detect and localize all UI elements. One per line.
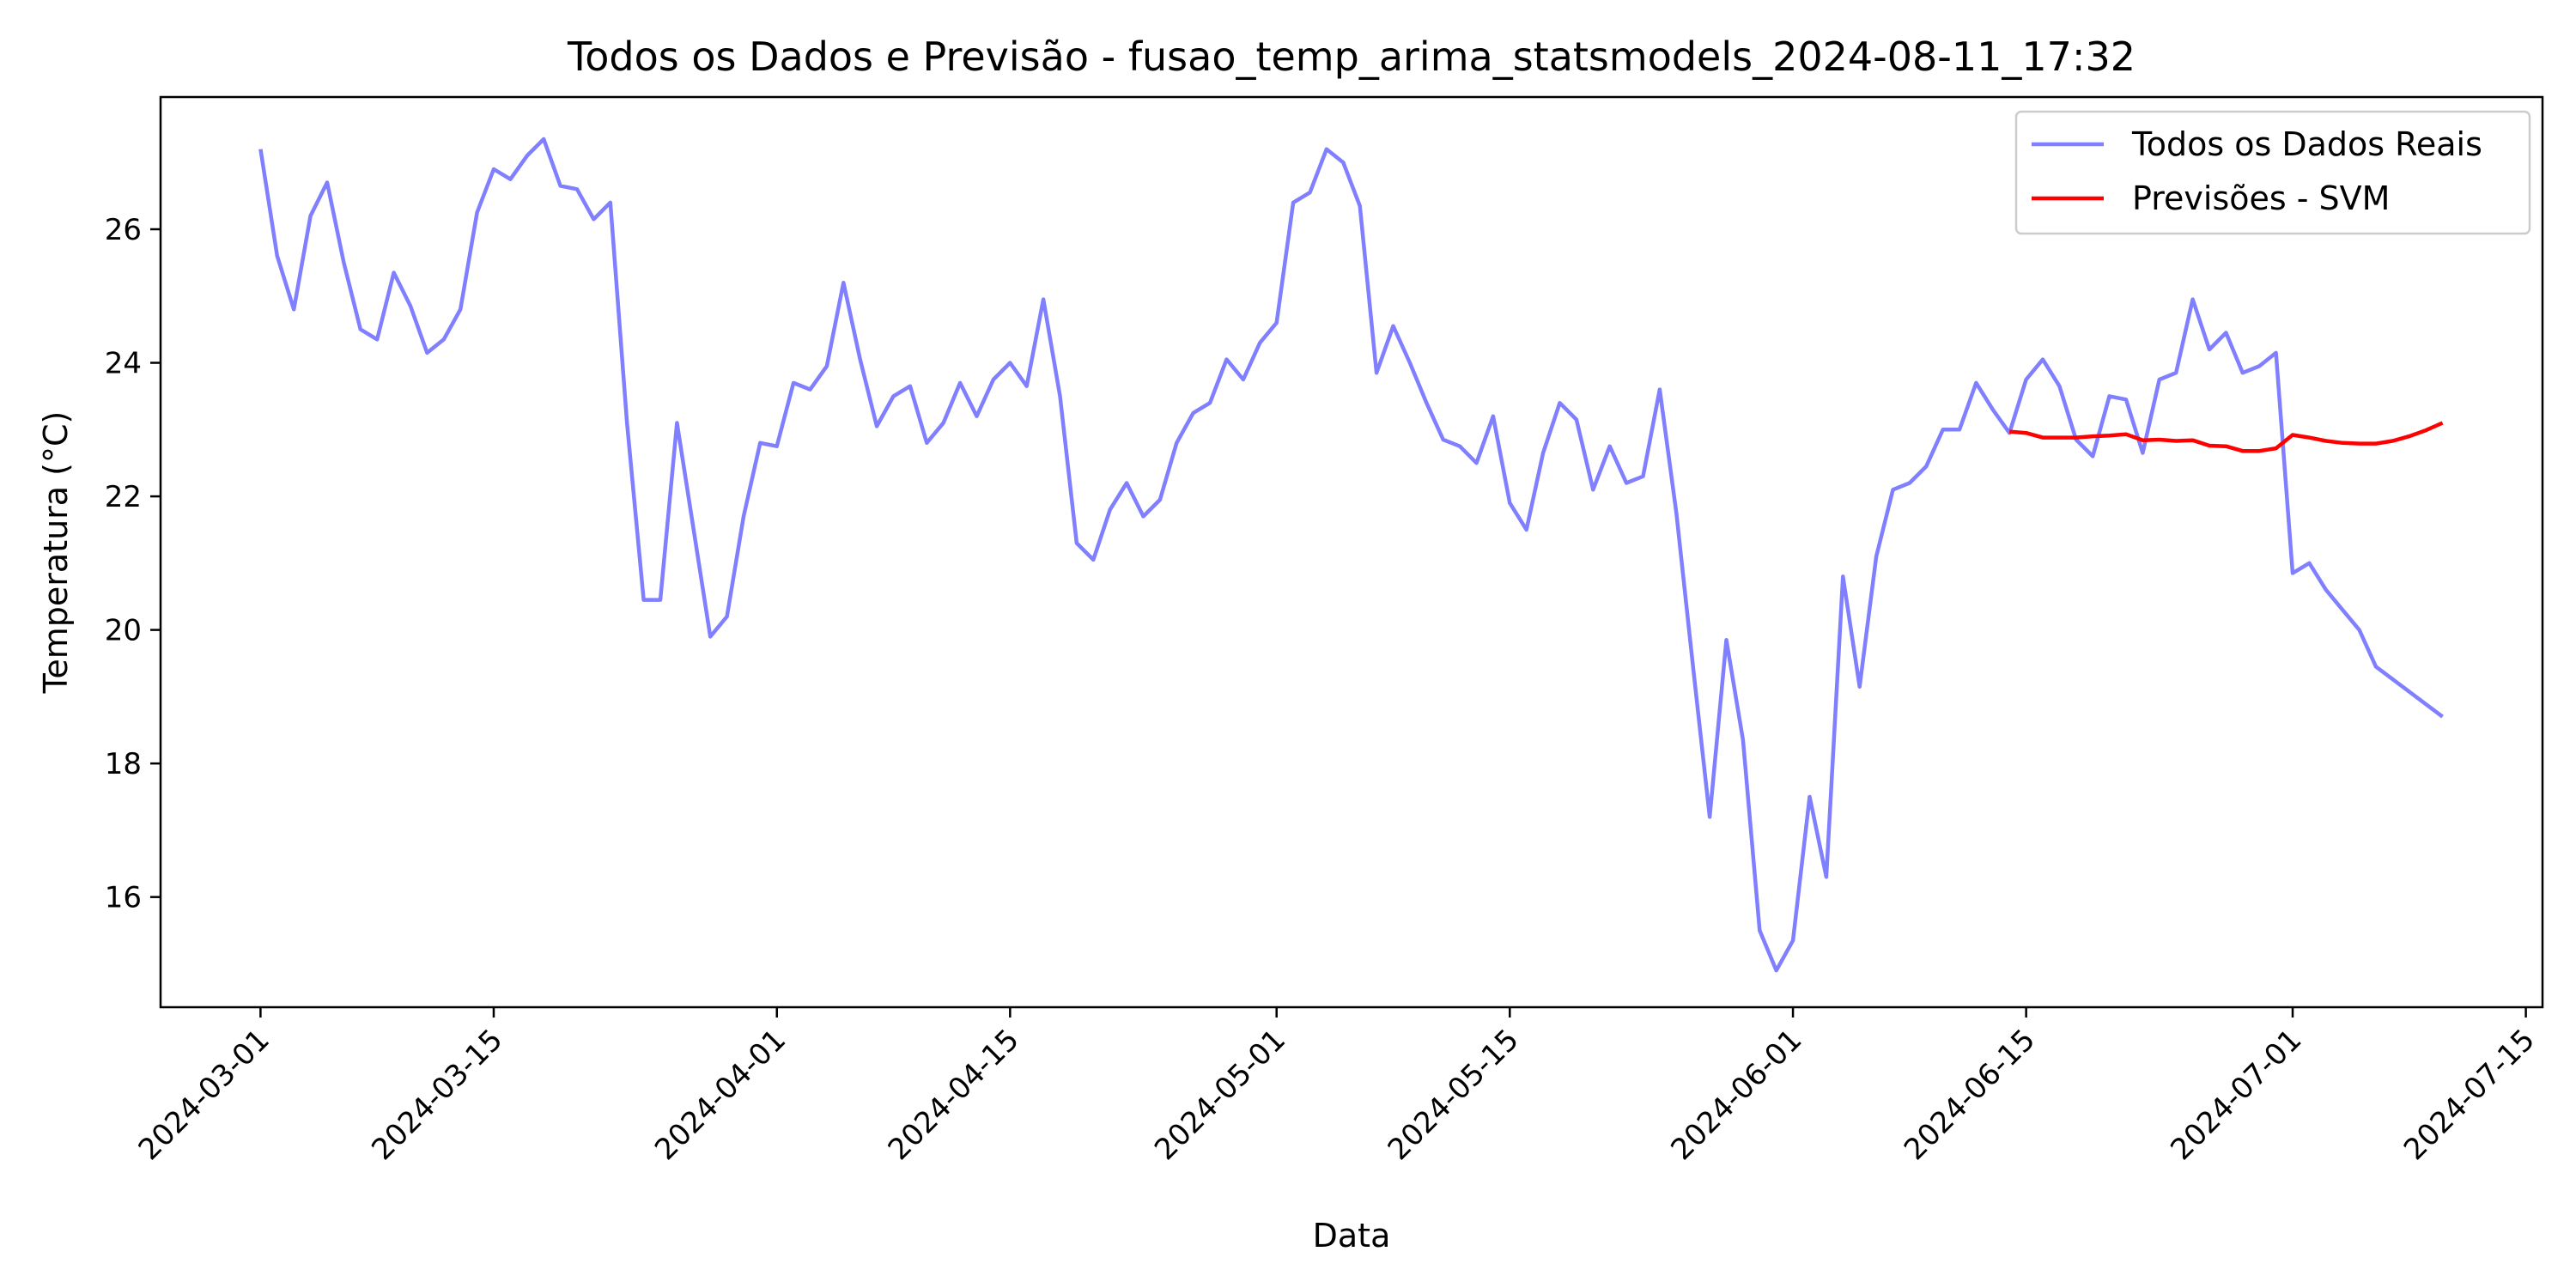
y-axis: 16 18 20 22 24 26 bbox=[105, 213, 161, 915]
y-tick-label: 26 bbox=[105, 213, 142, 247]
y-tick-label: 16 bbox=[105, 881, 142, 915]
y-tick-label: 18 bbox=[105, 747, 142, 781]
x-axis-label: Data bbox=[1313, 1217, 1391, 1255]
legend-label: Previsões - SVM bbox=[2132, 179, 2390, 217]
series-line-todos-os-dados-reais bbox=[258, 137, 2444, 973]
legend-box bbox=[2014, 110, 2531, 235]
chart-title: Todos os Dados e Previsão - fusao_temp_a… bbox=[567, 33, 2136, 80]
axes-frame bbox=[159, 95, 2544, 1009]
y-tick-label: 20 bbox=[105, 614, 142, 648]
y-axis-label: Temperatura (°C) bbox=[37, 411, 75, 695]
series-line-previsoes-svm bbox=[2009, 421, 2444, 453]
y-tick-label: 24 bbox=[105, 347, 142, 381]
y-tick-label: 22 bbox=[105, 480, 142, 514]
legend: Todos os Dados Reais Previsões - SVM bbox=[2014, 110, 2531, 235]
legend-label: Todos os Dados Reais bbox=[2131, 125, 2482, 163]
plot-area bbox=[258, 137, 2444, 973]
